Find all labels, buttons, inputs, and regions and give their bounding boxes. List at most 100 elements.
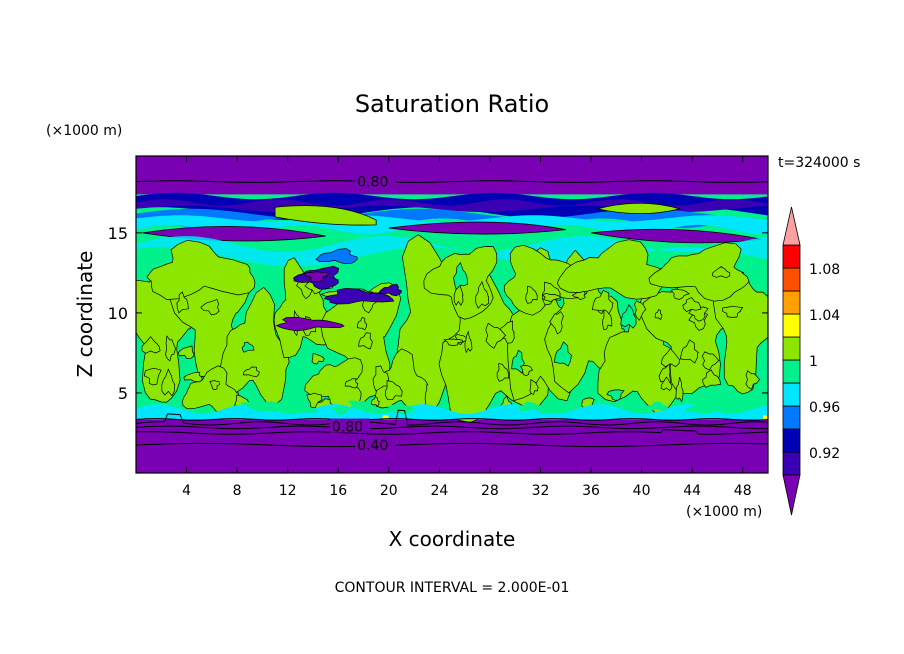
moist-cell <box>356 316 368 331</box>
y-unit-label: (×1000 m) <box>46 123 122 139</box>
moist-cell <box>620 304 637 329</box>
moist-cell <box>571 290 586 301</box>
moist-cell <box>745 370 761 390</box>
dry-intrusion-blue <box>315 248 358 265</box>
moist-cell <box>688 306 709 322</box>
colorbar-bin <box>782 313 801 338</box>
colorbar-under-arrow <box>782 474 801 516</box>
colorbar-label: 0.96 <box>809 400 840 416</box>
moist-cell <box>554 341 573 367</box>
colorbar-bin <box>782 359 801 384</box>
colorbar-label: 1 <box>809 354 818 370</box>
contour-label: 0.40 <box>357 438 388 454</box>
moist-cell <box>475 281 490 309</box>
moist-cell <box>177 345 195 359</box>
colorbar-bin <box>782 244 801 269</box>
moist-cell <box>712 266 731 279</box>
moist-cell <box>165 335 177 362</box>
moist-cell <box>722 305 744 318</box>
field-green-base-cell <box>397 404 415 415</box>
moist-cell <box>675 377 684 403</box>
dry-intrusion <box>324 287 395 305</box>
colorbar-label: 1.08 <box>809 262 840 278</box>
moist-cell <box>370 396 381 407</box>
moist-cell <box>176 291 189 314</box>
dry-intrusion <box>275 316 345 332</box>
y-axis-ticks: 5 10 15 <box>108 224 768 403</box>
contour-plot-area: 0.80 0.80 0.40 <box>136 156 768 473</box>
field-green-base-cell <box>283 404 319 414</box>
moist-cell <box>634 300 647 321</box>
field-lower-dry <box>136 419 768 473</box>
colorbar-bin <box>782 336 801 361</box>
moist-cell <box>679 339 700 364</box>
contour-line <box>136 425 768 430</box>
field-green-base-cell <box>347 400 372 409</box>
moist-green-region <box>648 242 750 302</box>
x-tick-label: 36 <box>582 483 600 499</box>
x-tick-label: 24 <box>430 483 448 499</box>
moist-cell <box>344 378 359 389</box>
field-top-dry <box>136 156 768 195</box>
colorbar-bin <box>782 405 801 430</box>
field-green-base-cell <box>330 406 352 415</box>
moist-cell <box>525 285 538 304</box>
x-unit-label: (×1000 m) <box>686 504 762 520</box>
moist-cell <box>702 369 721 388</box>
x-tick-label: 32 <box>532 483 550 499</box>
field-green-base-cell <box>517 401 545 412</box>
moist-cell <box>241 341 255 353</box>
moist-cell <box>384 380 403 401</box>
x-tick-label: 16 <box>329 483 347 499</box>
field-dry-tongue <box>388 221 566 235</box>
moist-cell <box>549 311 564 335</box>
moist-cell <box>670 288 691 300</box>
moist-cell <box>200 298 220 316</box>
colorbar-bin <box>782 267 801 292</box>
x-axis-label: X coordinate <box>389 527 516 551</box>
contour-label-bg <box>355 436 396 451</box>
moist-cell <box>529 378 539 395</box>
field-green-base-cell <box>646 401 668 411</box>
y-axis-label: Z coordinate <box>73 251 97 378</box>
field-upper-blue-band <box>136 208 768 228</box>
chart-title: Saturation Ratio <box>355 90 549 118</box>
x-tick-label: 44 <box>683 483 701 499</box>
x-tick-label: 48 <box>734 483 752 499</box>
moist-cell <box>682 297 702 313</box>
moist-cell <box>606 389 625 401</box>
moist-cell <box>161 368 176 397</box>
moist-cell <box>496 363 510 382</box>
y-tick-label: 10 <box>108 304 128 323</box>
x-tick-label: 4 <box>182 483 191 499</box>
colorbar-bin <box>782 290 801 315</box>
moist-cell <box>443 338 464 346</box>
field-green-base-cell <box>240 401 281 410</box>
field-green-patch <box>274 205 377 226</box>
moist-cell <box>654 309 663 321</box>
moist-cell <box>143 367 162 386</box>
contour-label-bg <box>329 418 370 433</box>
moist-cell <box>591 289 614 314</box>
x-tick-label: 12 <box>279 483 297 499</box>
moist-cell <box>541 293 562 302</box>
x-tick-label: 8 <box>233 483 242 499</box>
contour-line <box>136 409 768 426</box>
colorbar: 0.92 0.96 1 1.04 1.08 <box>782 206 840 516</box>
colorbar-bin <box>782 451 801 476</box>
colorbar-bin <box>782 428 801 453</box>
moist-cell <box>661 348 680 368</box>
moist-green-region <box>711 276 768 395</box>
dry-intrusion <box>378 283 402 297</box>
field-yellow-speck <box>762 415 768 420</box>
plot-frame <box>135 155 769 474</box>
colorbar-label: 1.04 <box>809 308 840 324</box>
moist-cell <box>311 352 325 365</box>
moist-green-region <box>218 286 290 406</box>
moist-cell <box>464 330 473 354</box>
contour-line <box>136 418 768 421</box>
moist-cell <box>485 322 507 349</box>
colorbar-over-arrow <box>782 206 801 246</box>
y-tick-label: 5 <box>118 384 128 403</box>
